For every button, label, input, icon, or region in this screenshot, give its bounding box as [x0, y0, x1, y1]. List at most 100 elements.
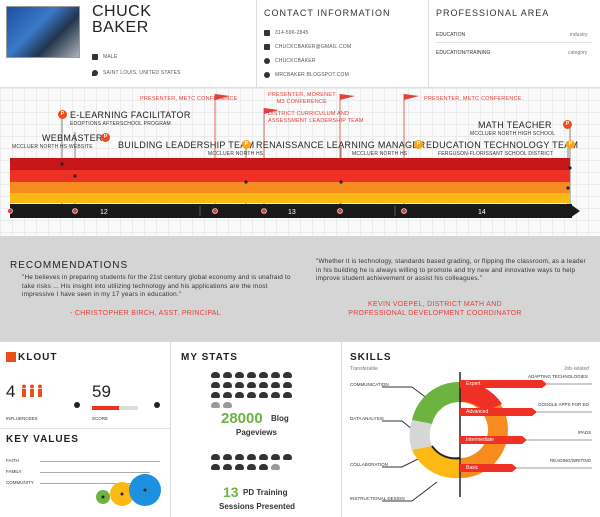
skill-left: DATA ANALYSIS — [350, 416, 384, 421]
level-label: Basic — [466, 465, 479, 471]
gender-text: MALE — [103, 54, 118, 60]
axis-marker — [401, 208, 407, 214]
cloud-icon — [247, 382, 256, 388]
email-line: CHUCKCBAKER@GMAIL.COM — [264, 44, 351, 50]
blog-icon — [264, 72, 270, 78]
role-band — [10, 193, 570, 203]
blog-line: MRCBAKER.BLOGSPOT.COM — [264, 72, 349, 78]
cloud-icon — [211, 454, 220, 460]
flag-label: PRESENTER, METC CONFERENCE — [424, 96, 522, 102]
cloud-icon — [223, 454, 232, 460]
cloud-icon — [259, 392, 268, 398]
key-value-item: COMMUNITY — [6, 480, 34, 485]
divider — [341, 342, 342, 517]
skill-left: COLLABORATION — [350, 462, 388, 467]
level-label: Advanced — [466, 409, 489, 415]
timeline-axis — [10, 204, 572, 218]
klout-logo-icon — [6, 352, 16, 362]
wheel-segment — [412, 381, 460, 424]
quote-author: KEVIN VOEPEL, DISTRICT MATH AND PROFESSI… — [348, 301, 522, 317]
recommendations-title: RECOMMENDATIONS — [10, 260, 129, 271]
cloud-icon — [211, 464, 220, 470]
pd-label: PD Training — [243, 488, 288, 497]
cloud-icon — [247, 392, 256, 398]
skill-right: ADAPTING TECHNOLOGIES — [528, 374, 588, 379]
axis-marker — [337, 208, 343, 214]
role-pin[interactable]: P — [101, 133, 110, 142]
cloud-icon — [283, 372, 292, 378]
cloud-icon — [235, 382, 244, 388]
role-org: FERGUSON-FLORISSANT SCHOOL DISTRICT — [438, 151, 554, 157]
flag-icon — [215, 94, 230, 100]
key-value-item: FAITH — [6, 458, 19, 463]
score-bar-fill — [92, 406, 120, 410]
cloud-icon — [283, 454, 292, 460]
phone-line: 314-596-2845 — [264, 30, 309, 36]
contact-title: CONTACT INFORMATION — [264, 8, 391, 18]
blog-text[interactable]: MRCBAKER.BLOGSPOT.COM — [275, 72, 349, 78]
divider — [0, 428, 170, 429]
key-value-item: FAMILY — [6, 469, 22, 474]
role-band — [10, 170, 570, 182]
phone-text[interactable]: 314-596-2845 — [275, 30, 309, 36]
cloud-icon — [223, 372, 232, 378]
area-value: category — [568, 50, 588, 56]
cloud-icon — [235, 372, 244, 378]
role-pin[interactable]: P — [58, 110, 67, 119]
flag-icon — [340, 94, 355, 100]
quote-author: - CHRISTOPHER BIRCH, ASST. PRINCIPAL — [70, 310, 221, 317]
role-pin[interactable]: P — [566, 140, 575, 149]
axis-marker — [7, 208, 13, 214]
role-title: MATH TEACHER — [478, 120, 552, 130]
klout-panel: KLOUT 4 INFLUENCEES 59 SCORE KEY VALUES … — [0, 342, 170, 517]
wheel-segment — [460, 381, 502, 412]
year-label: 12 — [100, 209, 108, 216]
skills-wheel — [382, 372, 592, 502]
skill-right: IPADS — [578, 430, 592, 435]
cloud-row — [211, 392, 292, 398]
influencees-count: 4 — [6, 382, 16, 401]
role-title: EDUCATION TECHNOLOGY TEAM — [426, 140, 579, 150]
first-name: CHUCK — [92, 3, 152, 20]
band-dot — [244, 180, 248, 184]
score-bar-track — [92, 406, 138, 410]
role-pin[interactable]: P — [242, 140, 251, 149]
cloud-icon — [211, 382, 220, 388]
band-dot — [566, 186, 570, 190]
key-values-circles — [96, 474, 161, 506]
location-line: SAINT LOUIS, UNITED STATES — [92, 70, 181, 76]
cloud-icon — [259, 372, 268, 378]
cloud-icon — [283, 392, 292, 398]
cloud-icon — [271, 454, 280, 460]
skype-text[interactable]: CHUCKCBAKER — [275, 58, 316, 64]
year-label: 14 — [478, 209, 486, 216]
skill-right: GOOGLE APPS FOR ED — [538, 402, 589, 407]
cloud-row — [211, 402, 232, 408]
profile-photo — [6, 6, 80, 58]
role-org: MCCLUER NORTH HS WEBSITE — [12, 144, 93, 150]
role-org: MCCLUER NORTH HS — [352, 151, 408, 157]
cloud-icon — [223, 464, 232, 470]
cloud-icon — [247, 454, 256, 460]
flag-label: PRESENTER, MORENET M3 CONFERENCE — [268, 92, 336, 105]
cloud-icon — [235, 454, 244, 460]
role-title: WEBMASTER — [42, 133, 103, 143]
axis-marker — [72, 208, 78, 214]
cloud-row — [211, 382, 292, 388]
skill-left: COMMUNICATION — [350, 382, 389, 387]
email-text[interactable]: CHUCKCBAKER@GMAIL.COM — [275, 44, 352, 50]
cloud-icon — [259, 464, 268, 470]
cloud-icon — [211, 392, 220, 398]
cloud-icon — [211, 402, 220, 408]
level-label: Expert — [466, 381, 481, 387]
email-icon — [264, 44, 270, 50]
blog-views-count: 28000 — [221, 410, 263, 427]
role-pin[interactable]: P — [414, 140, 423, 149]
band-dot — [339, 180, 343, 184]
recommendations-section: RECOMMENDATIONS "He believes in preparin… — [0, 236, 600, 342]
axis-markers — [7, 206, 407, 216]
map-pin-icon — [92, 70, 98, 76]
flag-icon — [404, 94, 419, 100]
role-pin[interactable]: P — [563, 120, 572, 129]
pd-count: 13 — [223, 484, 239, 500]
